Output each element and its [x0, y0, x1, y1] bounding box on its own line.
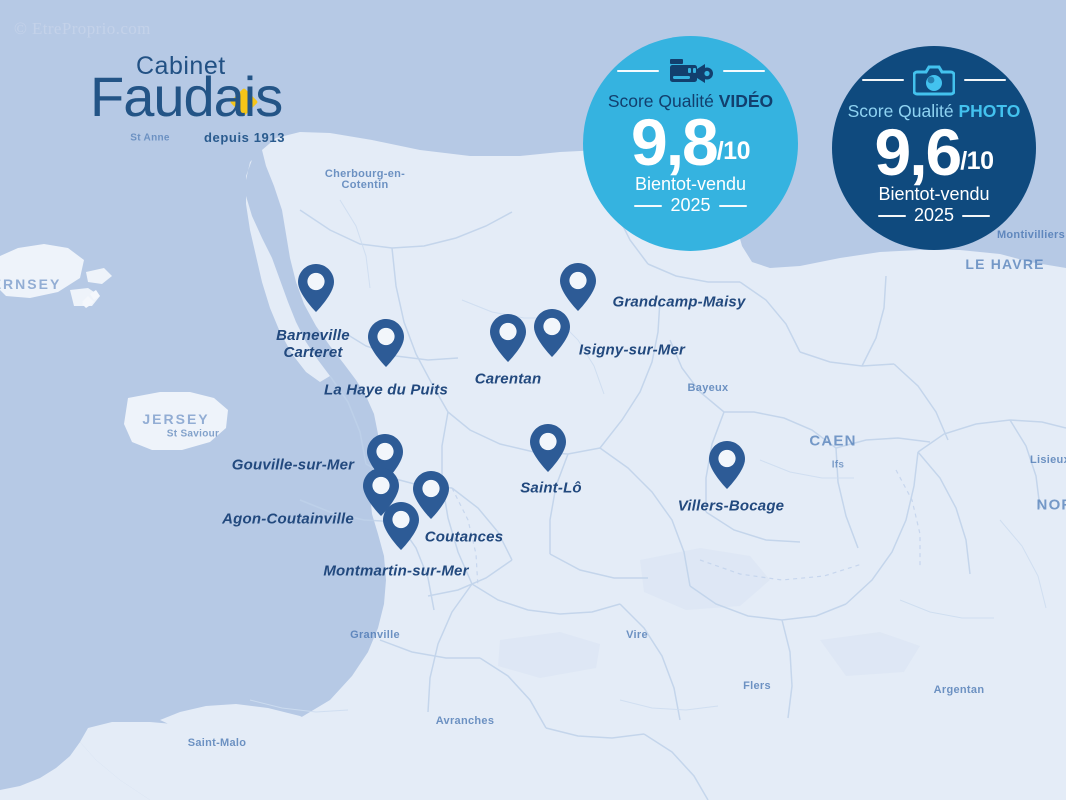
location-pin-icon: [298, 264, 334, 312]
video-badge-subtitle: Bientot-vendu: [634, 173, 747, 194]
location-pin-icon: [530, 424, 566, 472]
year-divider-left: [877, 214, 906, 217]
map-pin-label: Montmartin-sur-Mer: [323, 562, 469, 580]
map-pin[interactable]: [529, 423, 567, 473]
photo-badge-score: 9,6 /10: [874, 114, 994, 189]
map-pin-label: Saint-Lô: [520, 479, 582, 497]
map-pin[interactable]: [297, 263, 335, 313]
year-divider-right: [962, 214, 991, 217]
map-pin-label: Agon-Coutainville: [222, 510, 354, 528]
year-divider-left: [634, 204, 663, 207]
video-badge-year-row: 2025: [634, 195, 747, 216]
map-pin[interactable]: [412, 470, 450, 520]
photo-badge-title-strong: PHOTO: [958, 101, 1021, 121]
divider-left: [616, 70, 659, 72]
photo-badge-year: 2025: [913, 205, 955, 226]
video-badge-title: Score Qualité VIDÉO: [607, 91, 774, 111]
photo-badge-year-row: 2025: [877, 205, 991, 226]
video-camera-icon: [669, 59, 713, 83]
video-badge-icon-row: [583, 56, 798, 86]
logo-since-text: depuis 1913: [204, 130, 286, 145]
location-pin-icon: [368, 319, 404, 367]
location-pin-icon: [534, 309, 570, 357]
map-pin[interactable]: [559, 262, 597, 312]
badge-score-photo: Score Qualité PHOTO 9,6 /10 Bientot-vend…: [832, 46, 1036, 250]
map-pin[interactable]: [367, 318, 405, 368]
video-badge-year: 2025: [670, 195, 711, 216]
logo-name-text: Faudais: [90, 65, 283, 128]
photo-badge-subtitle: Bientot-vendu: [878, 183, 990, 204]
year-divider-right: [718, 204, 747, 207]
photo-badge-icon-row: [832, 64, 1036, 96]
video-score-value: 9,8: [630, 104, 719, 179]
watermark: © EtreProprio.com: [14, 19, 151, 38]
photo-badge-title: Score Qualité PHOTO: [847, 101, 1021, 121]
map-pin-label: Isigny-sur-Mer: [578, 341, 686, 359]
map-pin-label: Coutances: [424, 528, 504, 546]
location-pin-icon: [490, 314, 526, 362]
map-pin-label: Carentan: [474, 370, 542, 388]
map-pin[interactable]: [708, 440, 746, 490]
location-pin-icon: [413, 471, 449, 519]
map-pin-label: Barneville Carteret: [276, 326, 350, 361]
company-logo: Cabinet Faudais depuis 1913: [44, 52, 304, 145]
location-pin-icon: [560, 263, 596, 311]
location-pin-icon: [709, 441, 745, 489]
location-pin-icon: [363, 468, 399, 516]
video-score-denominator: /10: [716, 136, 751, 165]
location-pin-icon: [383, 502, 419, 550]
map-pin-label: La Haye du Puits: [323, 381, 449, 399]
divider-right: [964, 79, 1006, 81]
logo-cabinet-text: Cabinet: [136, 52, 226, 80]
photo-badge-title-prefix: Score Qualité: [847, 101, 959, 121]
map-pin-label: Villers-Bocage: [677, 497, 785, 515]
map-pin[interactable]: [533, 308, 571, 358]
photo-camera-icon: [913, 65, 955, 96]
photo-score-value: 9,6: [874, 114, 962, 189]
divider-right: [722, 70, 765, 72]
map-pin[interactable]: [362, 467, 400, 517]
video-badge-score: 9,8 /10: [630, 104, 751, 179]
photo-score-denominator: /10: [960, 146, 994, 175]
map-pin-label: Grandcamp-Maisy: [612, 293, 746, 311]
divider-left: [862, 79, 904, 81]
map-pin[interactable]: [382, 501, 420, 551]
video-badge-title-strong: VIDÉO: [718, 91, 774, 111]
map-pin-label: Gouville-sur-Mer: [231, 456, 355, 474]
map-pin[interactable]: [489, 313, 527, 363]
video-badge-title-prefix: Score Qualité: [607, 91, 719, 111]
badge-score-video: Score Qualité VIDÉO 9,8 /10 Bientot-vend…: [583, 36, 798, 251]
